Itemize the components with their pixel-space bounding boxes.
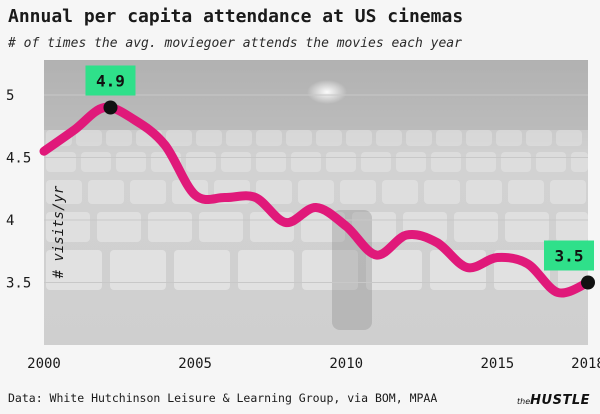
seat <box>340 180 376 204</box>
callout-box <box>85 65 136 96</box>
seat <box>376 130 402 146</box>
background-photo <box>44 60 588 345</box>
x-tick-label: 2015 <box>480 356 514 372</box>
seat <box>256 152 286 172</box>
seat <box>526 130 552 146</box>
brand-logo: theHUSTLE <box>517 389 590 408</box>
brand-name: HUSTLE <box>530 393 590 408</box>
seat <box>88 180 124 204</box>
y-tick-label: 4.5 <box>6 151 31 167</box>
x-tick-label: 2018 <box>571 356 600 372</box>
y-tick-label: 3.5 <box>6 276 31 292</box>
seat <box>130 180 166 204</box>
seat <box>186 152 216 172</box>
y-tick-label: 4 <box>6 213 14 229</box>
seat <box>148 212 192 242</box>
seat <box>226 130 252 146</box>
seat <box>430 250 486 290</box>
seat <box>298 180 334 204</box>
seat <box>46 152 76 172</box>
seat <box>46 180 82 204</box>
seat <box>571 152 588 172</box>
photo-light <box>307 80 347 104</box>
seat <box>116 152 146 172</box>
seat <box>396 152 426 172</box>
callout-label: 4.9 <box>96 72 125 91</box>
seat <box>424 180 460 204</box>
seat <box>505 212 549 242</box>
seat <box>110 250 166 290</box>
data-point-marker <box>581 275 595 290</box>
seat <box>501 152 531 172</box>
seat <box>326 152 356 172</box>
series-line <box>39 102 593 298</box>
seat <box>382 180 418 204</box>
seat <box>508 180 544 204</box>
seat <box>550 180 586 204</box>
photo-backdrop <box>44 60 588 345</box>
seat <box>286 130 312 146</box>
seat <box>496 130 522 146</box>
seat <box>316 130 342 146</box>
y-axis-label: # visits/yr <box>51 185 67 279</box>
seat <box>256 180 292 204</box>
seat <box>238 250 294 290</box>
x-axis: 2000 2005 2010 2015 2018 <box>27 356 600 372</box>
seat <box>81 152 111 172</box>
seat <box>302 250 358 290</box>
y-tick-label: 5 <box>6 88 14 104</box>
seat <box>466 130 492 146</box>
seat <box>291 152 321 172</box>
x-tick-label: 2010 <box>329 356 363 372</box>
series <box>39 102 593 298</box>
source-note: Data: White Hutchinson Leisure & Learnin… <box>8 391 438 405</box>
seat <box>346 130 372 146</box>
annotations: 4.9 3.5 <box>85 65 595 290</box>
seat <box>256 130 282 146</box>
y-axis: 3.5 4 4.5 5 <box>6 88 31 292</box>
seat <box>436 130 462 146</box>
seat <box>536 152 566 172</box>
seat <box>174 250 230 290</box>
x-tick-label: 2000 <box>27 356 61 372</box>
chart-subtitle: # of times the avg. moviegoer attends th… <box>8 36 462 51</box>
seat <box>556 130 582 146</box>
callout-box <box>544 240 594 271</box>
seat <box>166 130 192 146</box>
y-grid <box>44 94 588 283</box>
seat <box>76 130 102 146</box>
chart-title: Annual per capita attendance at US cinem… <box>8 6 464 27</box>
x-tick-label: 2005 <box>178 356 212 372</box>
seat <box>46 250 102 290</box>
data-point-marker <box>103 100 118 115</box>
seat <box>361 152 391 172</box>
seat <box>106 130 132 146</box>
callout-label: 3.5 <box>555 247 584 266</box>
seat <box>466 152 496 172</box>
seat <box>431 152 461 172</box>
seat <box>199 212 243 242</box>
seat <box>97 212 141 242</box>
seat <box>406 130 432 146</box>
seat <box>556 212 588 242</box>
seat <box>366 250 422 290</box>
seat <box>196 130 222 146</box>
seat <box>466 180 502 204</box>
seat <box>454 212 498 242</box>
brand-prefix: the <box>517 397 531 406</box>
seat <box>221 152 251 172</box>
